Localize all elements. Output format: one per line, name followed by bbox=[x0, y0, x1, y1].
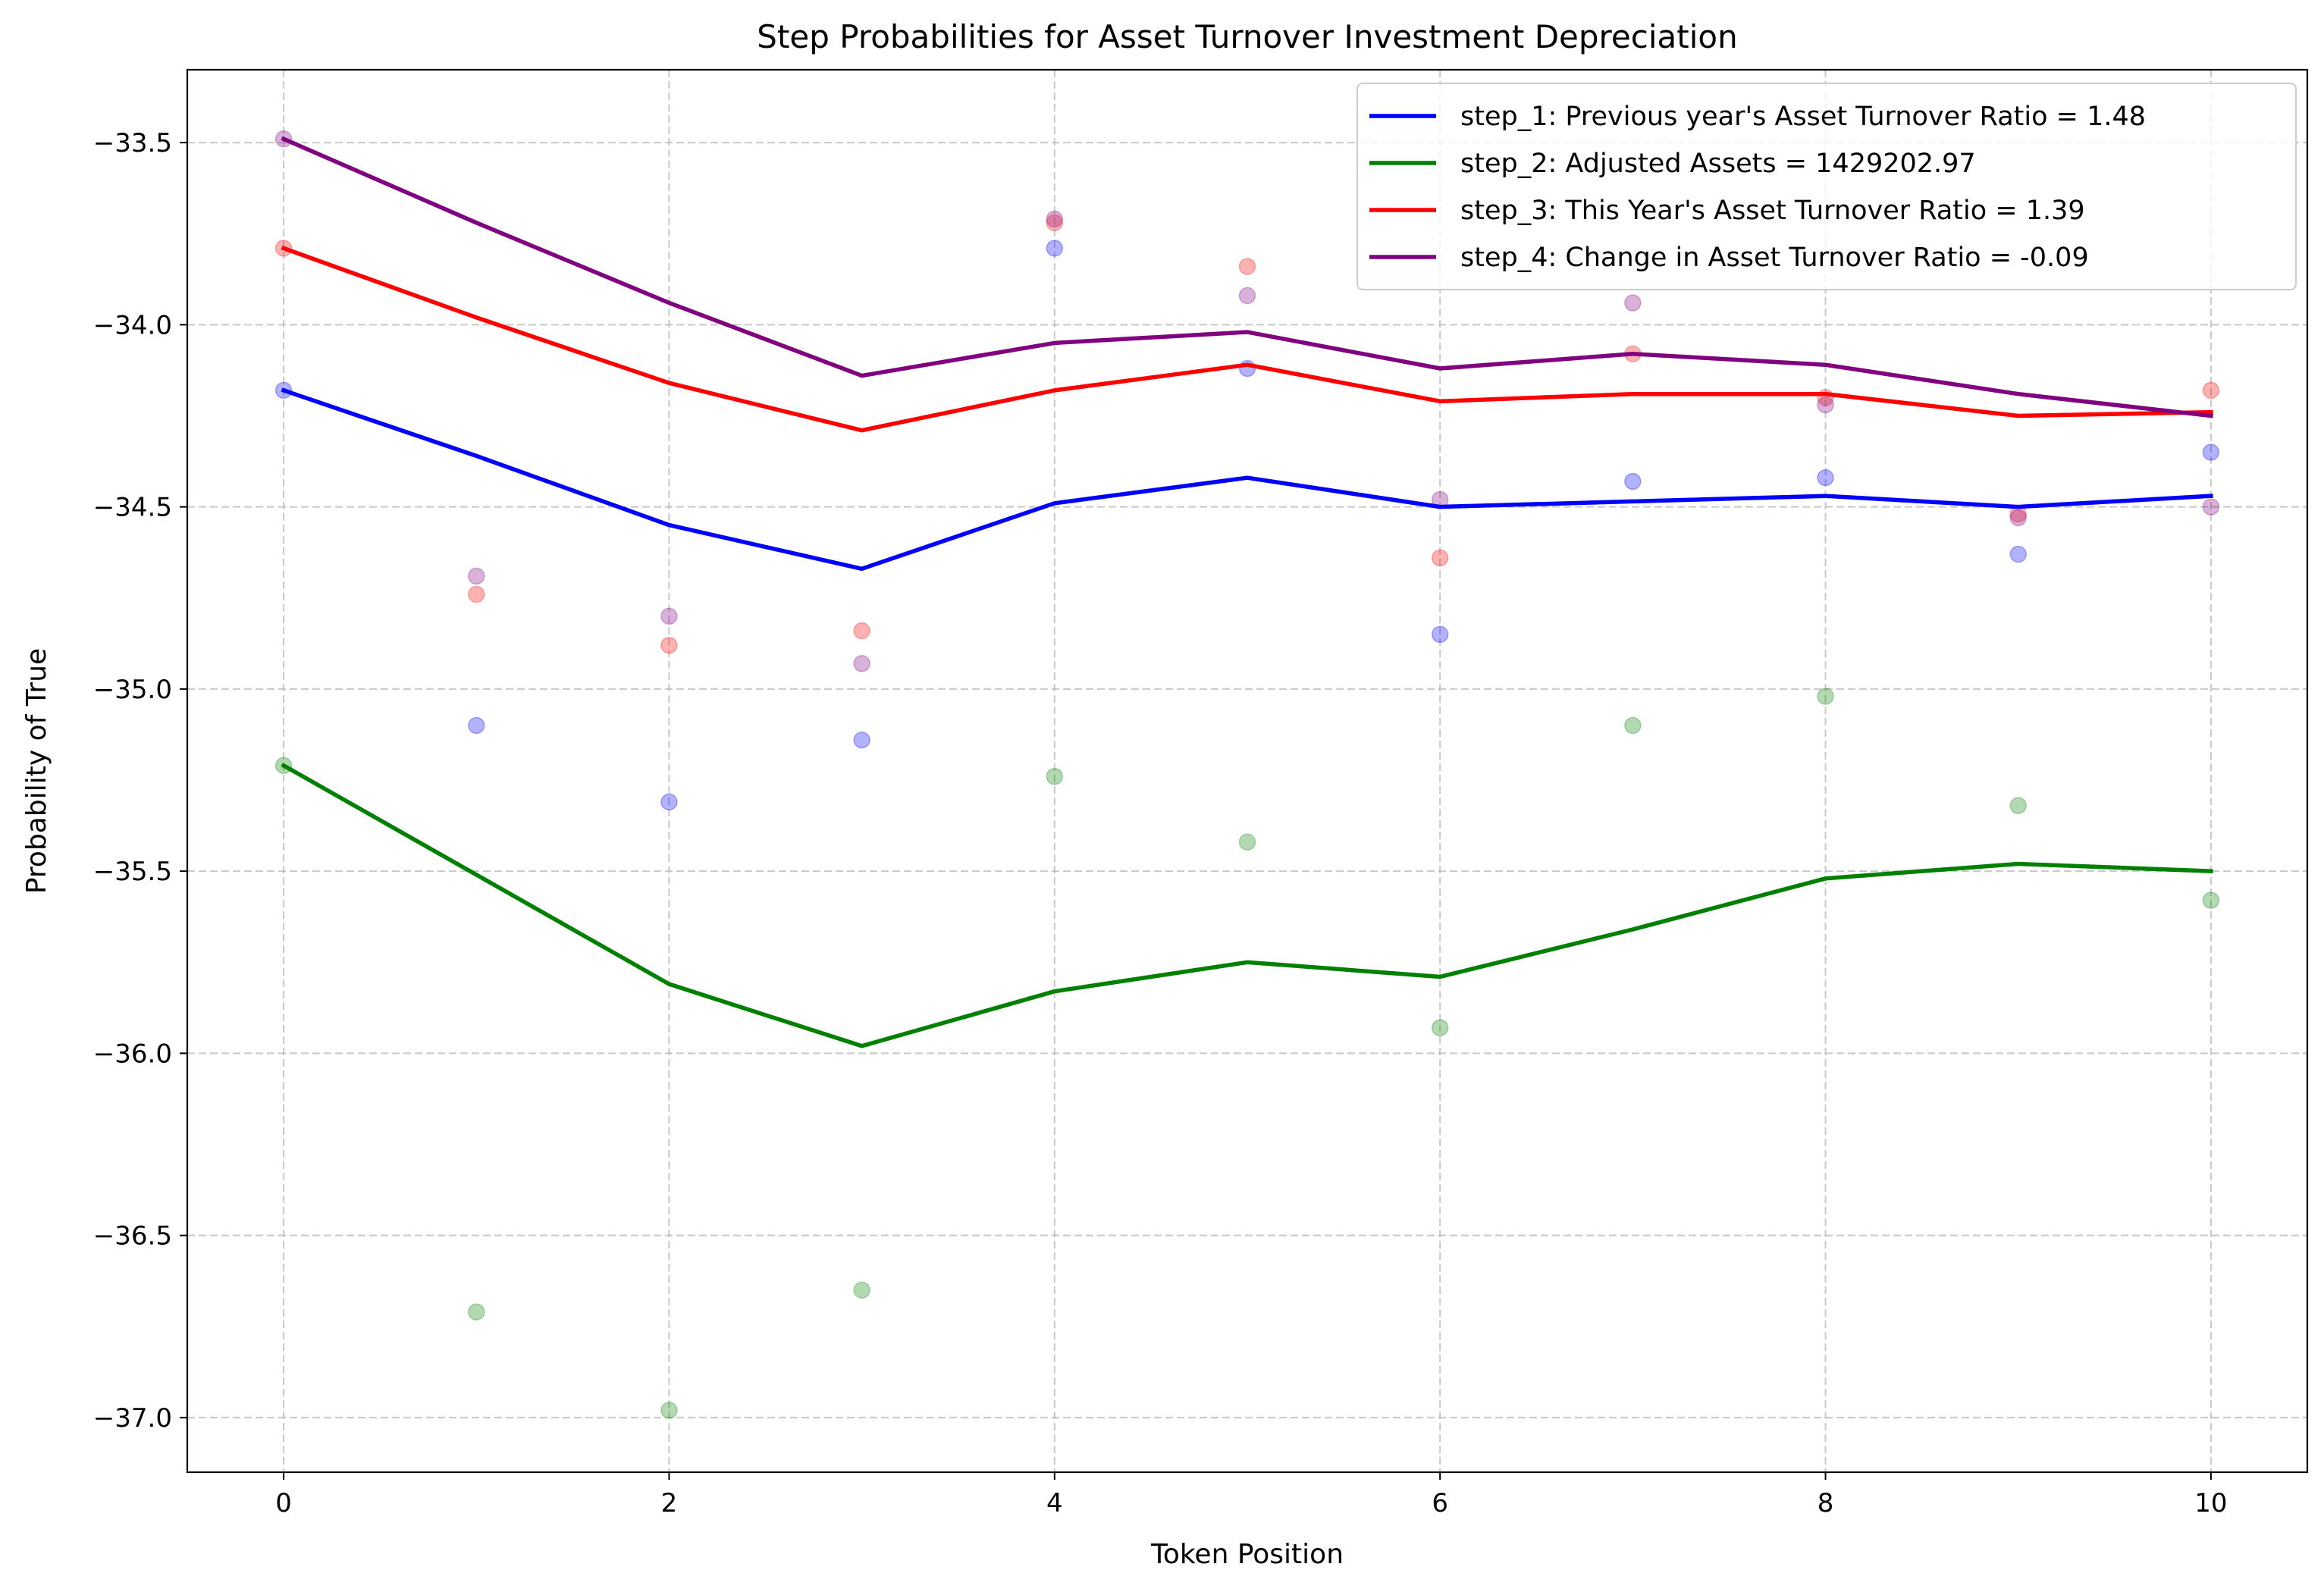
x-tick-label: 4 bbox=[1046, 1488, 1063, 1518]
scatter-point-step3 bbox=[1431, 549, 1449, 567]
y-tick-label: −33.5 bbox=[93, 128, 172, 158]
scatter-point-step4 bbox=[2009, 509, 2027, 527]
scatter-point-step4 bbox=[1817, 396, 1834, 414]
legend: step_1: Previous year's Asset Turnover R… bbox=[1356, 83, 2297, 290]
y-tick-label: −35.0 bbox=[93, 675, 172, 705]
scatter-point-step2 bbox=[1624, 716, 1642, 735]
scatter-point-step2 bbox=[853, 1281, 870, 1299]
scatter-point-step4 bbox=[1046, 210, 1064, 228]
y-tick-label: −37.0 bbox=[93, 1403, 172, 1434]
y-tick-label: −36.0 bbox=[93, 1039, 172, 1069]
y-tick-label: −34.5 bbox=[93, 493, 172, 523]
series-lines bbox=[281, 136, 2213, 1048]
chart-title: Step Probabilities for Asset Turnover In… bbox=[757, 18, 1737, 55]
scatter-point-step3 bbox=[1238, 258, 1256, 275]
x-axis-ticks: 0 2 4 6 8 10 bbox=[275, 1472, 2228, 1518]
scatter-point-step2 bbox=[660, 1402, 678, 1419]
scatter-point-step4 bbox=[2202, 498, 2220, 516]
plot-area-frame bbox=[186, 68, 2309, 1474]
scatter-point-step3 bbox=[660, 636, 678, 654]
scatter-point-step1 bbox=[1046, 240, 1064, 257]
legend-label-step3: step_3: This Year's Asset Turnover Ratio… bbox=[1460, 196, 2085, 226]
legend-label-step1: step_1: Previous year's Asset Turnover R… bbox=[1460, 102, 2146, 132]
y-axis-label: Probability of True bbox=[21, 648, 52, 894]
scatter-point-step1 bbox=[660, 793, 678, 811]
legend-label-step4: step_4: Change in Asset Turnover Ratio =… bbox=[1460, 243, 2089, 273]
scatter-point-step1 bbox=[2202, 443, 2220, 461]
scatter-point-step4 bbox=[468, 567, 485, 585]
scatter-point-step4 bbox=[1238, 287, 1256, 305]
series-line-step1 bbox=[281, 387, 2213, 572]
scatter-point-step2 bbox=[1238, 833, 1256, 851]
grid bbox=[187, 70, 2307, 1472]
scatter-point-step1 bbox=[468, 716, 485, 735]
legend-box bbox=[1356, 83, 2297, 290]
x-tick-label: 2 bbox=[661, 1488, 678, 1518]
x-tick-label: 6 bbox=[1432, 1488, 1448, 1518]
scatter-points bbox=[274, 130, 2220, 1419]
legend-label-step2: step_2: Adjusted Assets = 1429202.97 bbox=[1460, 149, 1976, 179]
scatter-point-step2 bbox=[1817, 688, 1834, 705]
x-tick-label: 10 bbox=[2194, 1488, 2227, 1518]
y-tick-label: −36.5 bbox=[93, 1221, 172, 1252]
y-tick-label: −34.0 bbox=[93, 310, 172, 340]
scatter-point-step1 bbox=[1431, 625, 1449, 644]
scatter-point-step1 bbox=[853, 731, 870, 749]
x-tick-label: 0 bbox=[275, 1488, 292, 1518]
scatter-point-step3 bbox=[1046, 214, 1064, 232]
series-line-step4 bbox=[281, 136, 2213, 418]
y-tick-label: −35.5 bbox=[93, 857, 172, 887]
scatter-point-step3 bbox=[853, 622, 870, 640]
scatter-point-step4 bbox=[1624, 294, 1642, 312]
scatter-point-step4 bbox=[660, 607, 678, 625]
scatter-point-step3 bbox=[468, 585, 485, 603]
scatter-point-step2 bbox=[2202, 892, 2220, 909]
scatter-point-step1 bbox=[1624, 472, 1642, 490]
scatter-point-step2 bbox=[2009, 797, 2027, 814]
x-axis-label: Token Position bbox=[1150, 1539, 1344, 1570]
scatter-point-step1 bbox=[2009, 545, 2027, 563]
scatter-point-step2 bbox=[468, 1303, 485, 1321]
scatter-point-step2 bbox=[1046, 767, 1064, 785]
x-tick-label: 8 bbox=[1817, 1488, 1834, 1518]
scatter-point-step1 bbox=[1817, 469, 1834, 487]
scatter-point-step2 bbox=[1431, 1019, 1449, 1037]
y-axis-ticks: −33.5 −34.0 −34.5 −35.0 −35.5 −36.0 −36.5 −37.0 bbox=[93, 128, 187, 1434]
series-line-step3 bbox=[281, 245, 2213, 433]
scatter-point-step4 bbox=[853, 654, 870, 672]
series-line-step2 bbox=[281, 763, 2213, 1048]
scatter-point-step3 bbox=[2202, 381, 2220, 400]
